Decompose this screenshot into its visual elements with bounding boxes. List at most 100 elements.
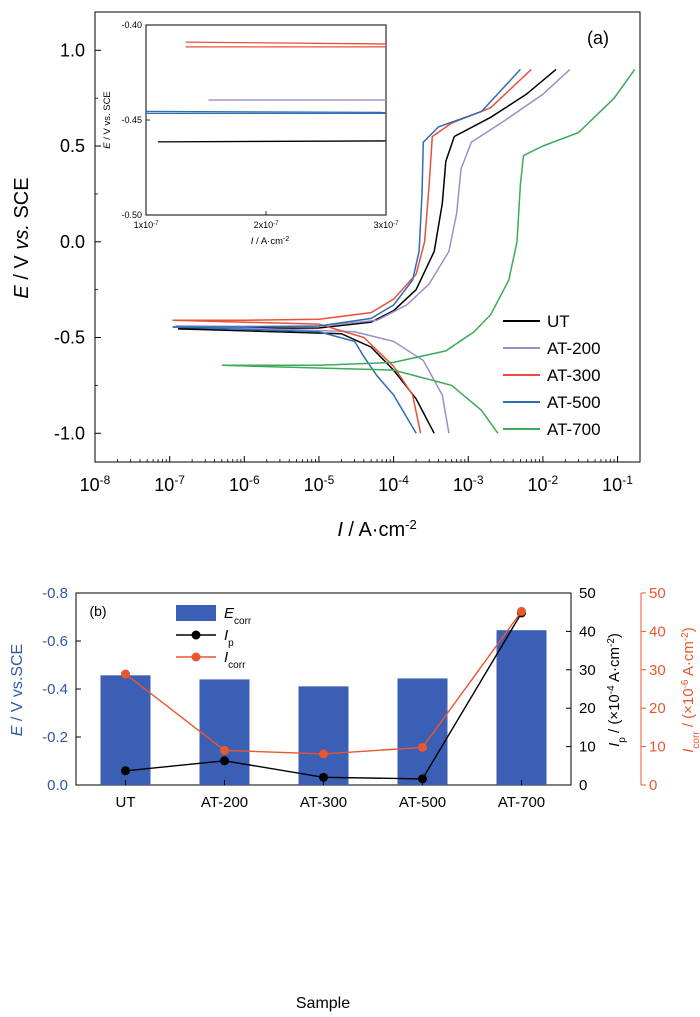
legend-label-ecorr: Ecorr (224, 605, 252, 627)
anodic-curve-ut (178, 68, 557, 330)
polarization-curves-panel: 10-8 10-7 10-6 10-5 10-4 10-3 10-2 10-1 1.0 0.5 0.… (11, 11, 641, 542)
right-axis-1-label: Ip / (×10-4 A·cm-2) (606, 633, 628, 747)
inset-ticks: 1x10-7 2x10-7 3x10-7 -0.40 -0.45 -0.50 (121, 20, 399, 230)
x-tick-label-a: 10-7 (154, 473, 185, 495)
legend-label-at-300: AT-300 (547, 366, 601, 385)
inset-line-at-500 (145, 110, 387, 114)
ecorr-bars (100, 630, 547, 785)
ip-point (418, 774, 427, 784)
ip-point (319, 772, 328, 782)
y-tick-label-a: -1.0 (54, 423, 85, 443)
axis-ticks-b: UT AT-200 AT-300 AT-500 AT-700 -0.8 -0.6 -0.4 -0… (42, 585, 666, 811)
y-tick-label-a: 0.0 (60, 232, 85, 252)
category-label: AT-700 (498, 794, 545, 811)
cathodic-curve-at-700 (221, 364, 499, 434)
ecorr-bar-at-500 (397, 678, 448, 785)
right-1-tick-label: 40 (579, 623, 596, 640)
inset-lines (145, 41, 387, 143)
inset-plot-area (145, 24, 387, 216)
legend-label-at-700: AT-700 (547, 420, 601, 439)
inset-chart: 1x10-7 2x10-7 3x10-7 -0.40 -0.45 -0.50 I / A·… (102, 20, 399, 247)
anodic-curve-at-700 (221, 68, 636, 367)
plot-area-a (94, 11, 641, 463)
icorr-point (220, 745, 229, 755)
x-axis-label-a: I / A·cm-2 (337, 517, 416, 542)
icorr-point (121, 669, 130, 679)
cathodic-curve-at-200 (175, 325, 450, 434)
inset-x-tick-label: 3x10-7 (374, 220, 400, 230)
category-label: AT-200 (201, 794, 248, 811)
legend-label-icorr: Icorr (224, 649, 246, 671)
right-2-tick-label: 40 (649, 623, 666, 640)
x-tick-label-a: 10-6 (229, 473, 260, 495)
inset-x-tick-label: 1x10-7 (134, 220, 160, 230)
current-lines (121, 606, 526, 784)
axis-ticks-a: 10-8 10-7 10-6 10-5 10-4 10-3 10-2 10-1 1.0 0.5 0.… (54, 40, 641, 495)
right-1-tick-label: 30 (579, 662, 596, 679)
inset-line-ut (157, 140, 387, 143)
icorr-point (319, 749, 328, 759)
right-axis-2-label: Icorr / (×10-6 A·cm-2) (680, 627, 700, 753)
legend-swatch-ecorr (176, 605, 216, 621)
panel-label-b: (b) (89, 603, 106, 619)
right-2-tick-label: 0 (649, 777, 657, 794)
left-tick-label: -0.4 (42, 681, 68, 698)
right-2-tick-label: 30 (649, 662, 666, 679)
anodic-curve-at-500 (172, 68, 521, 328)
legend-label-at-500: AT-500 (547, 393, 601, 412)
inset-line-at-300 (185, 41, 387, 45)
left-tick-label: -0.8 (42, 585, 68, 602)
inset-y-tick-label: -0.40 (121, 20, 142, 30)
right-2-tick-label: 20 (649, 700, 666, 717)
x-tick-label-a: 10-8 (80, 473, 111, 495)
legend-marker-icorr (191, 652, 201, 662)
category-label: UT (116, 794, 136, 811)
x-tick-label-a: 10-2 (528, 473, 559, 495)
y-axis-label-a: E / V vs. SCE (11, 177, 33, 298)
y-tick-label-a: 0.5 (60, 136, 85, 156)
legend-label-ip: Ip (224, 627, 234, 649)
x-tick-label-a: 10-3 (453, 473, 484, 495)
right-1-tick-label: 50 (579, 585, 596, 602)
series-group-a (172, 68, 636, 434)
left-axis-label-b: E / V vs.SCE (9, 644, 26, 736)
ip-point (121, 766, 130, 776)
left-tick-label: -0.6 (42, 633, 68, 650)
inset-y-tick-label: -0.45 (121, 115, 142, 125)
cathodic-curve-ut (178, 328, 435, 434)
icorr-point (517, 606, 526, 616)
icorr-point (418, 742, 427, 752)
right-1-tick-label: 10 (579, 739, 596, 756)
category-label: AT-500 (399, 794, 446, 811)
inset-x-axis-label: I / A·cm-2 (251, 236, 290, 248)
panel-label-a: (a) (587, 28, 609, 48)
ecorr-bar-at-200 (199, 679, 250, 785)
x-axis-label-b: Sample (296, 995, 350, 1012)
y-tick-label-a: 1.0 (60, 40, 85, 60)
legend-label-ut: UT (547, 312, 570, 331)
inset-x-tick-label: 2x10-7 (254, 220, 280, 230)
legend-a: UT AT-200 AT-300 AT-500 AT-700 (503, 312, 601, 439)
ip-point (220, 756, 229, 766)
cathodic-curve-at-300 (172, 319, 422, 434)
ecorr-bar-at-700 (496, 630, 547, 785)
right-1-tick-label: 20 (579, 700, 596, 717)
x-tick-label-a: 10-5 (304, 473, 335, 495)
category-label: AT-300 (300, 794, 347, 811)
ecorr-bar-at-300 (298, 686, 349, 785)
inset-y-axis-label: E / V vs. SCE (102, 91, 113, 149)
x-tick-label-a: 10-1 (602, 473, 633, 495)
y-tick-label-a: -0.5 (54, 328, 85, 348)
right-2-tick-label: 50 (649, 585, 666, 602)
x-tick-label-a: 10-4 (378, 473, 409, 495)
corrosion-parameters-panel: UT AT-200 AT-300 AT-500 AT-700 -0.8 -0.6 -0.4 -0… (9, 585, 700, 1012)
legend-label-at-200: AT-200 (547, 339, 601, 358)
left-tick-label: -0.2 (42, 729, 68, 746)
cathodic-curve-at-500 (172, 326, 417, 434)
left-tick-label: 0.0 (47, 777, 68, 794)
legend-marker-ip (191, 630, 201, 640)
right-1-tick-label: 0 (579, 777, 587, 794)
inset-y-tick-label: -0.50 (121, 210, 142, 220)
